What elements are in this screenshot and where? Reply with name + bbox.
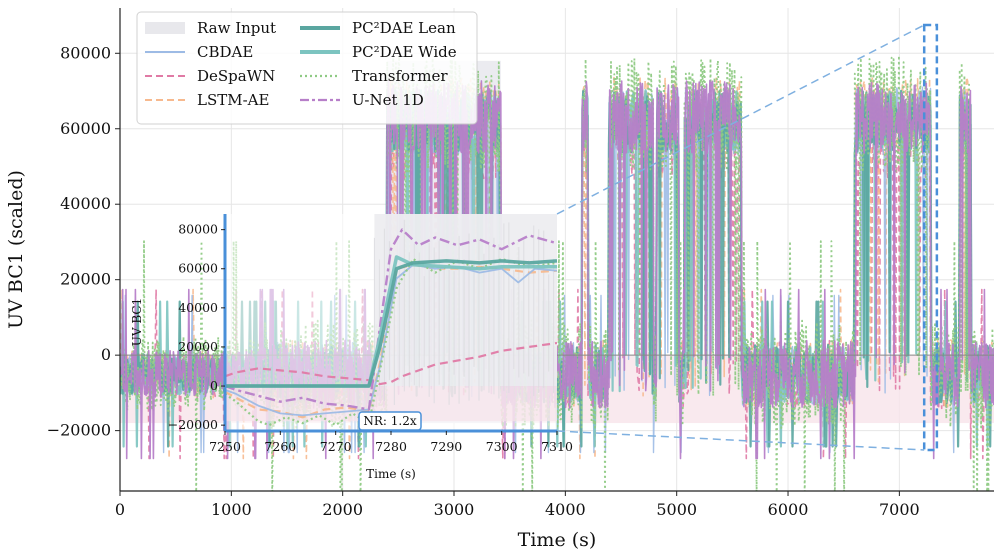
inset-x-tick-label: 7280 [375,439,407,454]
y-tick-label: 20000 [60,270,111,289]
x-tick-label: 5000 [656,500,697,519]
inset-y-tick-label: 60000 [178,261,218,276]
nr-annotation-text: NR: 1.2x [363,414,416,428]
y-tick-label: 80000 [60,43,111,62]
inset-x-tick-label: 7270 [320,439,352,454]
y-tick-label: 0 [101,345,111,364]
x-tick-label: 3000 [434,500,475,519]
zoom-connector-top [556,24,925,215]
inset-plot-area [225,214,557,427]
inset-x-tick-label: 7290 [430,439,462,454]
inset-zoom-panel: 7250 7260 7270 7280 7290 7300 7310 −20000 0 20000… [130,214,573,481]
zoom-connector-lines [556,24,925,451]
x-tick-label: 0 [115,500,125,519]
zoom-connector-bottom [556,430,925,451]
inset-y-tick-label: 80000 [178,222,218,237]
x-tick-label: 4000 [545,500,586,519]
x-tick-label: 1000 [211,500,252,519]
legend-swatch [145,22,185,34]
x-tick-label: 2000 [322,500,363,519]
legend-item-transformer: Transformer [300,67,448,85]
legend-item-lstm-ae: LSTM-AE [145,91,269,109]
legend-label: LSTM-AE [197,91,269,109]
legend-label: CBDAE [197,43,253,61]
inset-x-tick-label: 7300 [486,439,518,454]
y-tick-label: 40000 [60,194,111,213]
legend-item-despawn: DeSpaWN [145,67,275,85]
inset-x-tick-label: 7310 [541,439,573,454]
legend-item-raw-input: Raw Input [145,19,276,37]
inset-series-pc-dae-lean [225,259,557,388]
inset-y-tick-label: −20000 [168,417,218,432]
legend: Raw Input CBDAE DeSpaWN LSTM-AE PC²DAE Lean P… [136,11,478,125]
inset-series-despawn [225,341,557,386]
legend-label: U-Net 1D [352,91,424,109]
inset-x-tick-label: 7250 [209,439,241,454]
legend-label: PC²DAE Wide [352,43,457,61]
inset-series-cbdae [225,263,557,417]
legend-item-cbdae: CBDAE [145,43,253,61]
x-tick-label: 7000 [879,500,920,519]
y-axis-title: UV BC1 (scaled) [5,170,27,329]
legend-item-pc-dae-wide: PC²DAE Wide [300,43,457,61]
x-axis-title: Time (s) [518,529,597,551]
inset-x-axis-title: Time (s) [366,467,416,481]
inset-x-tick-label: 7260 [264,439,296,454]
legend-box [136,11,478,125]
legend-label: Raw Input [197,19,276,37]
inset-y-tick-label: 20000 [178,339,218,354]
y-tick-label: −20000 [47,421,111,440]
main-axes: 0 1000 2000 3000 4000 5000 6000 7000 −20000 0 2000… [5,8,994,551]
legend-item-pc-dae-lean: PC²DAE Lean [300,19,456,37]
nr-annotation: NR: 1.2x [358,411,422,431]
legend-label: DeSpaWN [197,67,275,85]
inset-y-tick-label: 40000 [178,300,218,315]
legend-label: Transformer [352,67,448,85]
nr-annotation-box [358,411,422,431]
legend-label: PC²DAE Lean [352,19,456,37]
y-tick-label: 60000 [60,119,111,138]
zoom-window-rect [922,23,939,452]
legend-item-u-net-1d: U-Net 1D [300,91,424,109]
x-tick-label: 6000 [768,500,809,519]
inset-y-axis-title: UV BC1 [130,298,144,346]
inset-series-u-net-1d [225,228,557,411]
inset-y-tick-label: 0 [210,378,218,393]
